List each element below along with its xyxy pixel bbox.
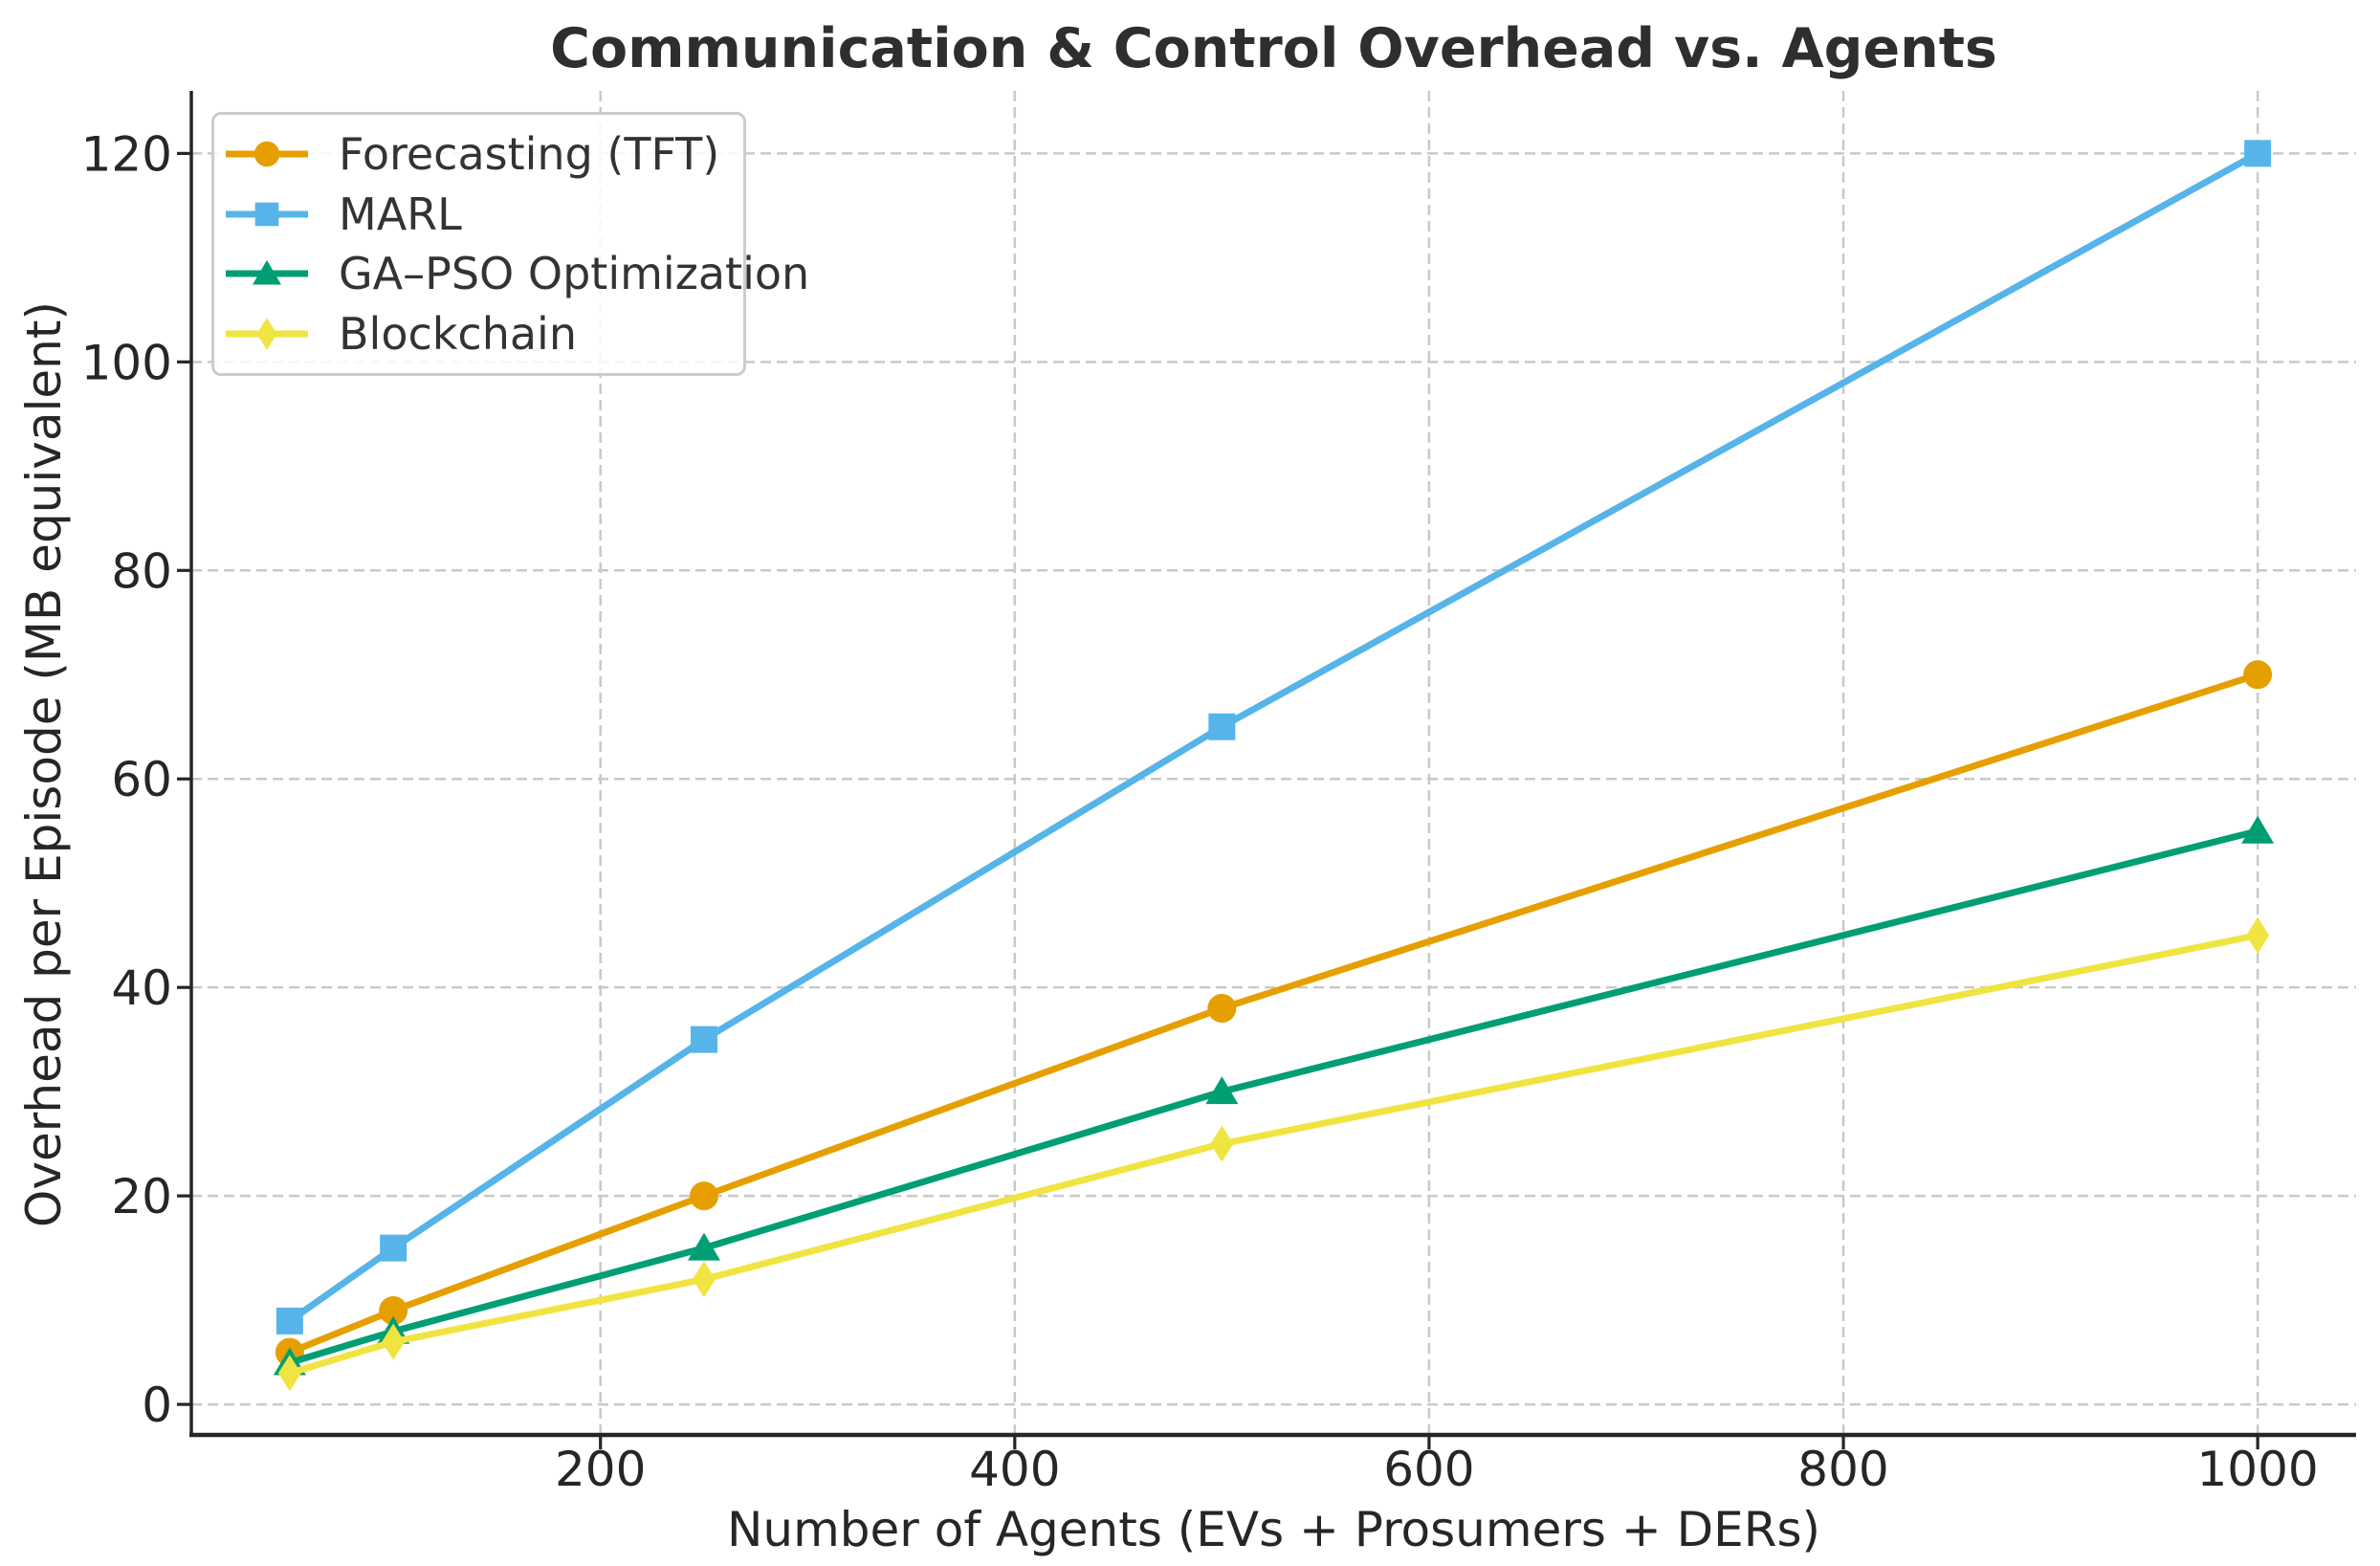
legend-item: Forecasting (TFT)	[224, 128, 734, 180]
series-ga-pso-optimization	[273, 815, 2275, 1376]
diamond-marker-swatch	[226, 317, 308, 350]
series-marl	[275, 140, 2272, 1334]
tick-marks	[177, 151, 2259, 1449]
axes-spines	[189, 91, 2356, 1438]
legend: Forecasting (TFT) MARL GA–PSO Optimization…	[211, 112, 809, 376]
x-tick-label: 200	[555, 1442, 646, 1497]
square-marker-swatch	[226, 202, 308, 227]
series-forecasting-tft	[275, 660, 2273, 1367]
y-axis-label: Overhead per Episode (MB equivalent)	[16, 301, 72, 1227]
y-tick-label: 40	[111, 960, 172, 1016]
x-tick-label: 800	[1797, 1442, 1888, 1497]
legend-item: GA–PSO Optimization	[224, 248, 809, 299]
x-axis-label: Number of Agents (EVs + Prosumers + DERs…	[726, 1502, 1821, 1557]
legend-item: MARL	[224, 188, 734, 240]
y-tick-label: 80	[111, 543, 172, 599]
x-tick-label: 1000	[2197, 1442, 2319, 1497]
x-tick-label: 400	[969, 1442, 1060, 1497]
y-tick-label: 120	[81, 126, 172, 182]
legend-label: MARL	[339, 187, 462, 240]
y-tick-label: 100	[81, 335, 172, 390]
chart-title: Communication & Control Overhead vs. Age…	[550, 17, 1997, 80]
legend-label: Forecasting (TFT)	[339, 128, 720, 181]
circle-marker-swatch	[226, 142, 308, 167]
legend-label: Blockchain	[339, 307, 577, 360]
x-tick-label: 600	[1383, 1442, 1474, 1497]
triangle-marker-swatch	[226, 260, 308, 285]
y-tick-label: 20	[111, 1169, 172, 1224]
tick-labels: 200 400 600 800 1000 0 20 40 60 80 100 120	[81, 126, 2319, 1497]
legend-item: Blockchain	[224, 308, 734, 360]
legend-label: GA–PSO Optimization	[339, 248, 810, 300]
y-tick-label: 60	[111, 752, 172, 807]
series-blockchain	[277, 916, 2270, 1392]
y-tick-label: 0	[142, 1378, 172, 1433]
